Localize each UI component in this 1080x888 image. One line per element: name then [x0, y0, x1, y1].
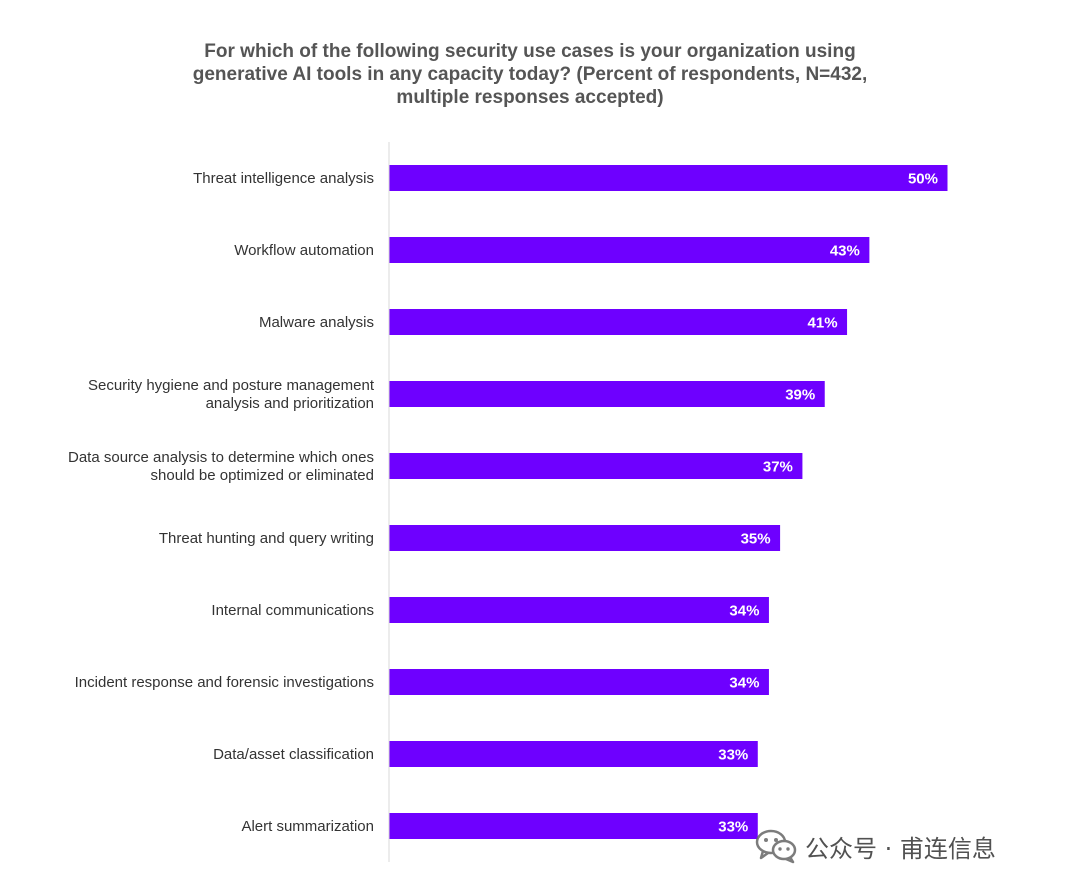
- category-label: Malware analysis: [259, 314, 374, 331]
- bar-value-label: 34%: [729, 675, 759, 692]
- category-label: Threat hunting and query writing: [159, 530, 374, 547]
- bar: [389, 741, 758, 767]
- bar-value-label: 43%: [830, 243, 860, 260]
- category-label: should be optimized or eliminated: [151, 467, 374, 484]
- wechat-icon: [755, 829, 797, 864]
- bar-value-label: 37%: [763, 459, 793, 476]
- bar-value-label: 50%: [908, 171, 938, 188]
- chart-title-line: multiple responses accepted): [396, 87, 664, 108]
- bar-value-label: 35%: [741, 531, 771, 548]
- bar-value-label: 41%: [808, 315, 838, 332]
- bar: [389, 525, 781, 551]
- bar: [389, 669, 769, 695]
- watermark: 公众号 · 甫连信息: [755, 826, 996, 866]
- category-label: Internal communications: [211, 602, 374, 619]
- category-label: Security hygiene and posture management: [88, 377, 375, 394]
- watermark-text: 公众号 · 甫连信息: [805, 834, 996, 863]
- category-label: analysis and prioritization: [206, 395, 374, 412]
- bar-value-label: 39%: [785, 387, 815, 404]
- bar: [389, 237, 870, 263]
- bar: [389, 453, 803, 479]
- category-label: Alert summarization: [241, 818, 374, 835]
- bar: [389, 309, 848, 335]
- chart-title-line: generative AI tools in any capacity toda…: [192, 64, 868, 85]
- category-label: Data/asset classification: [213, 746, 374, 763]
- bar: [389, 381, 825, 407]
- bars-group: 50% Threat intelligence analysis 43% Workfl…: [68, 165, 948, 839]
- category-label: Workflow automation: [234, 242, 374, 259]
- bar-value-label: 33%: [718, 819, 748, 836]
- bar-value-label: 33%: [718, 747, 748, 764]
- category-label: Data source analysis to determine which …: [68, 449, 374, 466]
- category-label: Threat intelligence analysis: [193, 170, 374, 187]
- category-label: Incident response and forensic investiga…: [75, 674, 374, 691]
- chart-title: For which of the following security use …: [90, 40, 970, 109]
- chart-title-line: For which of the following security use …: [204, 41, 856, 62]
- bar: [389, 597, 769, 623]
- bar-value-label: 34%: [729, 603, 759, 620]
- bar: [389, 813, 758, 839]
- bar: [389, 165, 948, 191]
